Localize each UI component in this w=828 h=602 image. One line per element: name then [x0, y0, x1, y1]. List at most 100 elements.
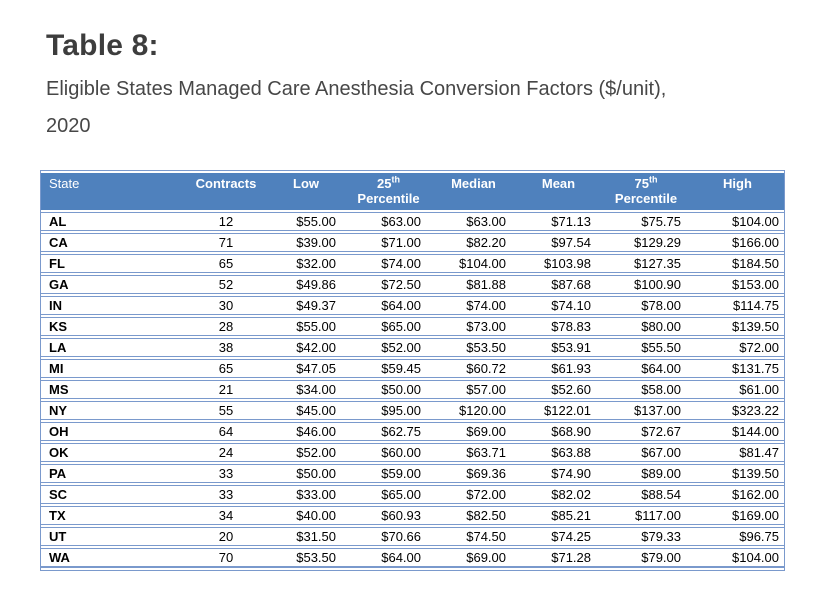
p25-cell: $72.50 [346, 275, 431, 294]
p25-cell: $71.00 [346, 233, 431, 252]
col-header-mean: Mean [516, 173, 601, 210]
contracts-cell: 65 [186, 359, 266, 378]
col-header-state: State [41, 173, 186, 210]
mean-cell: $53.91 [516, 338, 601, 357]
p75-cell: $67.00 [601, 443, 691, 462]
contracts-cell: 21 [186, 380, 266, 399]
title-block: Table 8: Eligible States Managed Care An… [46, 28, 786, 145]
col-header-median: Median [431, 173, 516, 210]
low-cell: $32.00 [266, 254, 346, 273]
table-row: SC 33 $33.00 $65.00 $72.00 $82.02 $88.54… [41, 485, 784, 504]
p75-cell: $78.00 [601, 296, 691, 315]
table-row: WA 70 $53.50 $64.00 $69.00 $71.28 $79.00… [41, 548, 784, 568]
contracts-cell: 64 [186, 422, 266, 441]
median-cell: $120.00 [431, 401, 516, 420]
state-cell: FL [41, 254, 186, 273]
table-row: MI 65 $47.05 $59.45 $60.72 $61.93 $64.00… [41, 359, 784, 378]
median-cell: $53.50 [431, 338, 516, 357]
contracts-cell: 28 [186, 317, 266, 336]
low-cell: $40.00 [266, 506, 346, 525]
p75-cell: $89.00 [601, 464, 691, 483]
median-cell: $69.00 [431, 548, 516, 568]
p25-cell: $63.00 [346, 212, 431, 231]
low-cell: $52.00 [266, 443, 346, 462]
p75-cell: $55.50 [601, 338, 691, 357]
col-header-low: Low [266, 173, 346, 210]
table-header-row: State Contracts Low 25th Percentile Medi… [41, 173, 784, 210]
p25-cell: $59.00 [346, 464, 431, 483]
mean-cell: $68.90 [516, 422, 601, 441]
p75-cell: $79.00 [601, 548, 691, 568]
p75-cell: $88.54 [601, 485, 691, 504]
low-cell: $39.00 [266, 233, 346, 252]
high-cell: $104.00 [691, 212, 784, 231]
mean-cell: $87.68 [516, 275, 601, 294]
median-cell: $82.20 [431, 233, 516, 252]
state-cell: UT [41, 527, 186, 546]
high-cell: $139.50 [691, 317, 784, 336]
table-row: IN 30 $49.37 $64.00 $74.00 $74.10 $78.00… [41, 296, 784, 315]
state-cell: OH [41, 422, 186, 441]
state-cell: GA [41, 275, 186, 294]
state-cell: SC [41, 485, 186, 504]
median-cell: $104.00 [431, 254, 516, 273]
contracts-cell: 24 [186, 443, 266, 462]
table-subtitle-line2: 2020 [46, 115, 91, 137]
table-subtitle: Eligible States Managed Care Anesthesia … [46, 71, 786, 145]
table-row: UT 20 $31.50 $70.66 $74.50 $74.25 $79.33… [41, 527, 784, 546]
low-cell: $55.00 [266, 212, 346, 231]
contracts-cell: 52 [186, 275, 266, 294]
p75-cell: $137.00 [601, 401, 691, 420]
p75-cell: $79.33 [601, 527, 691, 546]
state-cell: LA [41, 338, 186, 357]
median-cell: $69.36 [431, 464, 516, 483]
state-cell: NY [41, 401, 186, 420]
table-row: MS 21 $34.00 $50.00 $57.00 $52.60 $58.00… [41, 380, 784, 399]
contracts-cell: 34 [186, 506, 266, 525]
p25-cell: $60.93 [346, 506, 431, 525]
median-cell: $73.00 [431, 317, 516, 336]
low-cell: $34.00 [266, 380, 346, 399]
superscript-th: th [648, 174, 658, 185]
high-cell: $162.00 [691, 485, 784, 504]
table-row: AL 12 $55.00 $63.00 $63.00 $71.13 $75.75… [41, 212, 784, 231]
high-cell: $114.75 [691, 296, 784, 315]
high-cell: $166.00 [691, 233, 784, 252]
mean-cell: $74.90 [516, 464, 601, 483]
mean-cell: $74.10 [516, 296, 601, 315]
state-cell: KS [41, 317, 186, 336]
p25-cell: $95.00 [346, 401, 431, 420]
contracts-cell: 12 [186, 212, 266, 231]
p25-cell: $62.75 [346, 422, 431, 441]
table-row: NY 55 $45.00 $95.00 $120.00 $122.01 $137… [41, 401, 784, 420]
p75-cell: $100.90 [601, 275, 691, 294]
p25-cell: $52.00 [346, 338, 431, 357]
contracts-cell: 65 [186, 254, 266, 273]
high-cell: $144.00 [691, 422, 784, 441]
mean-cell: $82.02 [516, 485, 601, 504]
high-cell: $323.22 [691, 401, 784, 420]
median-cell: $63.00 [431, 212, 516, 231]
contracts-cell: 33 [186, 485, 266, 504]
col-header-25th-percentile: 25th Percentile [346, 173, 431, 210]
p25-cell: $65.00 [346, 317, 431, 336]
high-cell: $72.00 [691, 338, 784, 357]
mean-cell: $97.54 [516, 233, 601, 252]
mean-cell: $122.01 [516, 401, 601, 420]
contracts-cell: 20 [186, 527, 266, 546]
high-cell: $184.50 [691, 254, 784, 273]
low-cell: $47.05 [266, 359, 346, 378]
p75-cell: $80.00 [601, 317, 691, 336]
high-cell: $153.00 [691, 275, 784, 294]
col-header-75th-percentile: 75th Percentile [601, 173, 691, 210]
median-cell: $69.00 [431, 422, 516, 441]
low-cell: $31.50 [266, 527, 346, 546]
median-cell: $74.50 [431, 527, 516, 546]
mean-cell: $63.88 [516, 443, 601, 462]
mean-cell: $71.28 [516, 548, 601, 568]
table-row: FL 65 $32.00 $74.00 $104.00 $103.98 $127… [41, 254, 784, 273]
high-cell: $96.75 [691, 527, 784, 546]
state-cell: PA [41, 464, 186, 483]
low-cell: $45.00 [266, 401, 346, 420]
